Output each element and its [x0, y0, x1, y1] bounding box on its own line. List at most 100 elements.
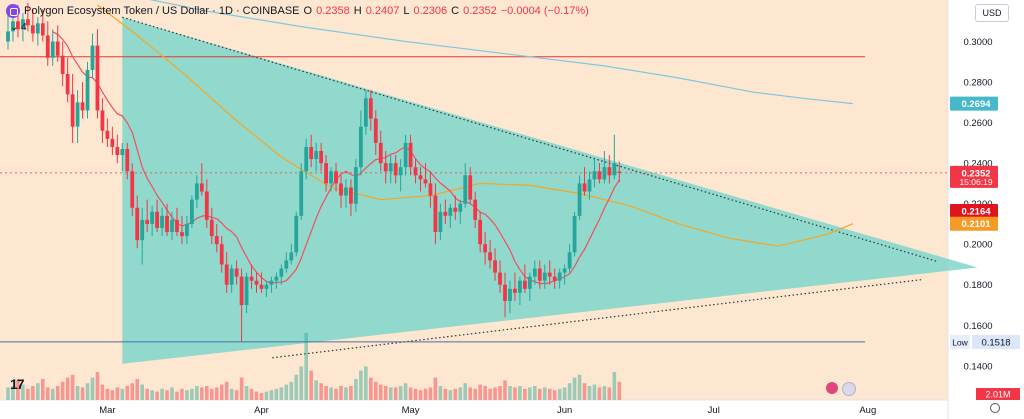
- currency-selector[interactable]: USD: [975, 4, 1009, 22]
- candle-body: [25, 19, 30, 26]
- volume-bar: [513, 387, 517, 400]
- volume-bar: [597, 387, 602, 400]
- volume-bar: [140, 384, 144, 400]
- candle-body: [219, 244, 224, 265]
- volume-bar: [378, 384, 383, 400]
- volume-bar: [577, 374, 582, 400]
- volume-bar: [160, 388, 164, 400]
- candle-body: [582, 183, 587, 192]
- candle-body: [572, 215, 577, 253]
- candle-body: [423, 179, 428, 184]
- candle-body: [577, 183, 582, 216]
- candle-body: [199, 183, 204, 192]
- volume-bar: [70, 374, 75, 400]
- volume-bar: [229, 388, 234, 400]
- candle-body: [393, 163, 398, 176]
- low-value-bg: [972, 334, 1020, 349]
- volume-bar: [364, 366, 368, 400]
- candle-body: [175, 219, 179, 233]
- y-tick-label: 0.1400: [963, 361, 992, 372]
- candle-body: [165, 215, 169, 233]
- candle-body: [239, 276, 244, 306]
- volume-bar: [85, 383, 90, 400]
- candle-body: [334, 171, 338, 184]
- candle-body: [468, 175, 473, 200]
- candle-body: [433, 195, 438, 233]
- y-tick-label: 0.3000: [963, 37, 992, 48]
- candle-body: [602, 167, 607, 180]
- x-tick-label: May: [402, 405, 420, 416]
- candle-body: [244, 276, 249, 306]
- candle-body: [458, 203, 463, 212]
- volume-bar: [329, 387, 333, 400]
- volume-bar: [185, 390, 189, 400]
- volume-bar: [528, 387, 532, 400]
- volume-bar: [209, 388, 214, 400]
- volume-bar: [428, 387, 433, 400]
- candle-body: [145, 219, 150, 224]
- last-price-tag: 0.2352: [961, 168, 990, 179]
- volume-bar: [403, 383, 408, 400]
- candle-body: [408, 142, 413, 168]
- volume-bar: [190, 388, 194, 400]
- volume-bar: [195, 386, 199, 400]
- time-axis-background: [0, 400, 948, 419]
- candle-body: [194, 183, 199, 200]
- gear-icon[interactable]: [990, 403, 1000, 413]
- lightning-event-icon[interactable]: [826, 382, 838, 394]
- candle-body: [115, 146, 120, 156]
- candle-body: [35, 23, 40, 34]
- symbol-title[interactable]: Polygon Ecosystem Token / US Dollar · 1D…: [24, 5, 300, 17]
- candle-body: [204, 191, 209, 220]
- volume-bar: [458, 387, 463, 400]
- indicator-count: 4: [21, 22, 27, 33]
- volume-bar: [408, 387, 413, 400]
- candle-body: [274, 276, 279, 281]
- volume-bar: [120, 388, 125, 400]
- candle-body: [304, 146, 309, 172]
- volume-bar: [398, 386, 403, 400]
- volume-bar: [214, 387, 219, 400]
- candle-body: [314, 150, 319, 160]
- candle-body: [135, 207, 140, 241]
- y-tick-label: 0.2600: [963, 118, 992, 129]
- volume-bar: [349, 386, 353, 400]
- volume-bar: [592, 384, 597, 400]
- candle-body: [547, 272, 552, 277]
- volume-bar: [115, 387, 120, 400]
- volume-bar: [36, 383, 40, 400]
- high-label: H: [353, 5, 362, 17]
- candle-body: [299, 171, 304, 216]
- candle-body: [493, 260, 497, 273]
- candle-body: [562, 268, 567, 273]
- candle-body: [224, 264, 229, 285]
- us-flag-event-icon[interactable]: [842, 382, 856, 396]
- candle-body: [279, 268, 284, 277]
- volume-bar: [572, 377, 577, 400]
- volume-bar: [294, 374, 299, 400]
- ma-short-tag-bg: [950, 203, 998, 218]
- volume-bar: [537, 388, 542, 400]
- volume-bar: [65, 377, 70, 400]
- open-label: O: [303, 5, 313, 17]
- candle-body: [55, 41, 60, 56]
- volume-bar: [309, 370, 313, 400]
- volume-bar: [110, 390, 115, 400]
- candle-body: [368, 98, 373, 119]
- y-tick-label: 0.2800: [963, 78, 992, 89]
- volume-bar: [45, 387, 50, 400]
- candle-body: [453, 207, 458, 212]
- volume-bar: [135, 379, 140, 400]
- candle-body: [259, 284, 264, 289]
- indicators-toggle[interactable]: ⌄ 4: [10, 22, 27, 33]
- ma-long-line: [149, 0, 853, 105]
- candle-body: [95, 45, 100, 111]
- x-tick-label: Jun: [557, 405, 572, 416]
- candle-body: [403, 142, 408, 168]
- volume-bar: [587, 386, 592, 400]
- candle-body: [120, 148, 125, 156]
- candle-body: [339, 183, 343, 196]
- candle-body: [214, 236, 219, 245]
- tradingview-logo-icon[interactable]: 17: [10, 376, 25, 392]
